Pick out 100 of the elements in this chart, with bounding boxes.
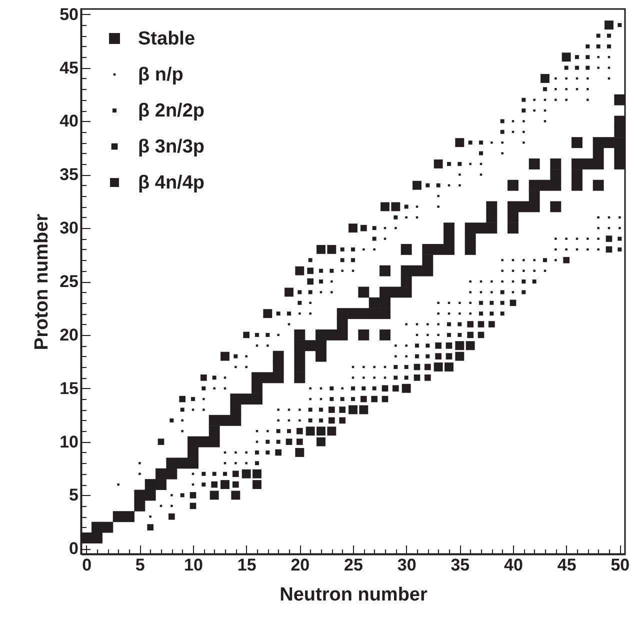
y-axis-title: Proton number — [32, 213, 53, 350]
point — [220, 480, 230, 490]
x-tick-label: 40 — [504, 556, 523, 574]
point — [220, 352, 230, 361]
point — [604, 20, 614, 30]
point — [540, 74, 550, 83]
y-tick-label: 50 — [60, 4, 78, 24]
y-tick-label: 45 — [60, 58, 78, 78]
point — [371, 396, 378, 402]
point — [414, 364, 420, 370]
point — [424, 374, 431, 381]
y-tick-label: 25 — [60, 272, 78, 291]
point — [382, 385, 388, 392]
point — [328, 417, 335, 424]
point — [444, 362, 454, 372]
point — [348, 224, 358, 233]
point — [424, 364, 431, 370]
point — [210, 490, 219, 500]
point — [231, 490, 240, 500]
point — [446, 353, 452, 360]
y-tick-label: 40 — [60, 112, 78, 131]
point — [286, 438, 292, 445]
x-tick-label: 35 — [450, 556, 470, 574]
point — [348, 405, 358, 414]
y-tick-label: 20 — [60, 325, 78, 344]
legend-label: β 4n/4p — [138, 172, 204, 194]
point — [339, 406, 346, 413]
y-tick-label: 5 — [69, 486, 78, 505]
point — [327, 426, 336, 436]
point — [414, 374, 420, 381]
point — [606, 236, 612, 242]
point — [563, 256, 570, 264]
point — [328, 406, 335, 413]
legend-label: β n/p — [138, 64, 184, 86]
point — [606, 246, 612, 253]
legend-label: Stable — [138, 28, 196, 50]
x-tick-label: 15 — [237, 556, 256, 574]
y-tick-label: 30 — [60, 218, 78, 238]
x-tick-label: 20 — [290, 556, 310, 574]
point — [412, 180, 422, 190]
point — [391, 202, 400, 212]
x-tick-label: 50 — [610, 556, 630, 574]
point — [360, 224, 367, 232]
point — [359, 405, 368, 414]
x-tick-label: 0 — [82, 556, 92, 574]
legend-label: β 2n/2p — [138, 100, 204, 122]
x-axis-title: Neutron number — [280, 584, 428, 606]
point — [435, 342, 442, 349]
point — [455, 138, 464, 148]
point — [316, 244, 326, 254]
point — [467, 332, 474, 338]
x-tick-label: 10 — [184, 556, 203, 574]
point — [295, 266, 304, 276]
point — [446, 342, 452, 349]
point — [455, 352, 464, 361]
point — [232, 481, 239, 488]
x-tick-label: 5 — [135, 556, 145, 574]
point — [232, 470, 239, 478]
point — [478, 321, 484, 328]
point — [284, 288, 294, 297]
point — [380, 202, 390, 212]
point — [190, 502, 196, 510]
point — [168, 513, 175, 520]
point — [242, 469, 251, 478]
point — [306, 426, 315, 436]
point — [158, 438, 164, 445]
point — [455, 341, 464, 350]
point — [382, 396, 388, 402]
point — [275, 449, 282, 456]
point — [402, 384, 411, 393]
point — [434, 159, 443, 168]
point — [488, 321, 495, 328]
point — [252, 480, 262, 490]
point — [179, 396, 186, 402]
point — [307, 278, 314, 285]
y-tick-label: 15 — [60, 378, 78, 398]
point — [211, 481, 218, 488]
y-tick-label: 10 — [60, 432, 78, 452]
point — [435, 353, 442, 360]
point — [316, 426, 326, 436]
point — [327, 244, 336, 254]
x-tick-label: 45 — [557, 556, 576, 574]
point — [392, 385, 399, 392]
x-tick-label: 25 — [344, 556, 363, 574]
point — [295, 448, 304, 457]
y-tick-label: 35 — [60, 165, 78, 184]
point — [190, 492, 196, 498]
point — [307, 268, 314, 274]
point — [263, 309, 272, 318]
y-tick-label: 0 — [69, 539, 78, 558]
point — [200, 374, 207, 381]
point — [478, 332, 484, 338]
point — [252, 469, 262, 478]
point — [360, 396, 367, 402]
x-tick-label: 30 — [397, 556, 416, 574]
point — [562, 52, 571, 62]
point — [467, 321, 474, 328]
point — [510, 300, 516, 306]
point — [147, 524, 154, 530]
point — [296, 428, 303, 434]
